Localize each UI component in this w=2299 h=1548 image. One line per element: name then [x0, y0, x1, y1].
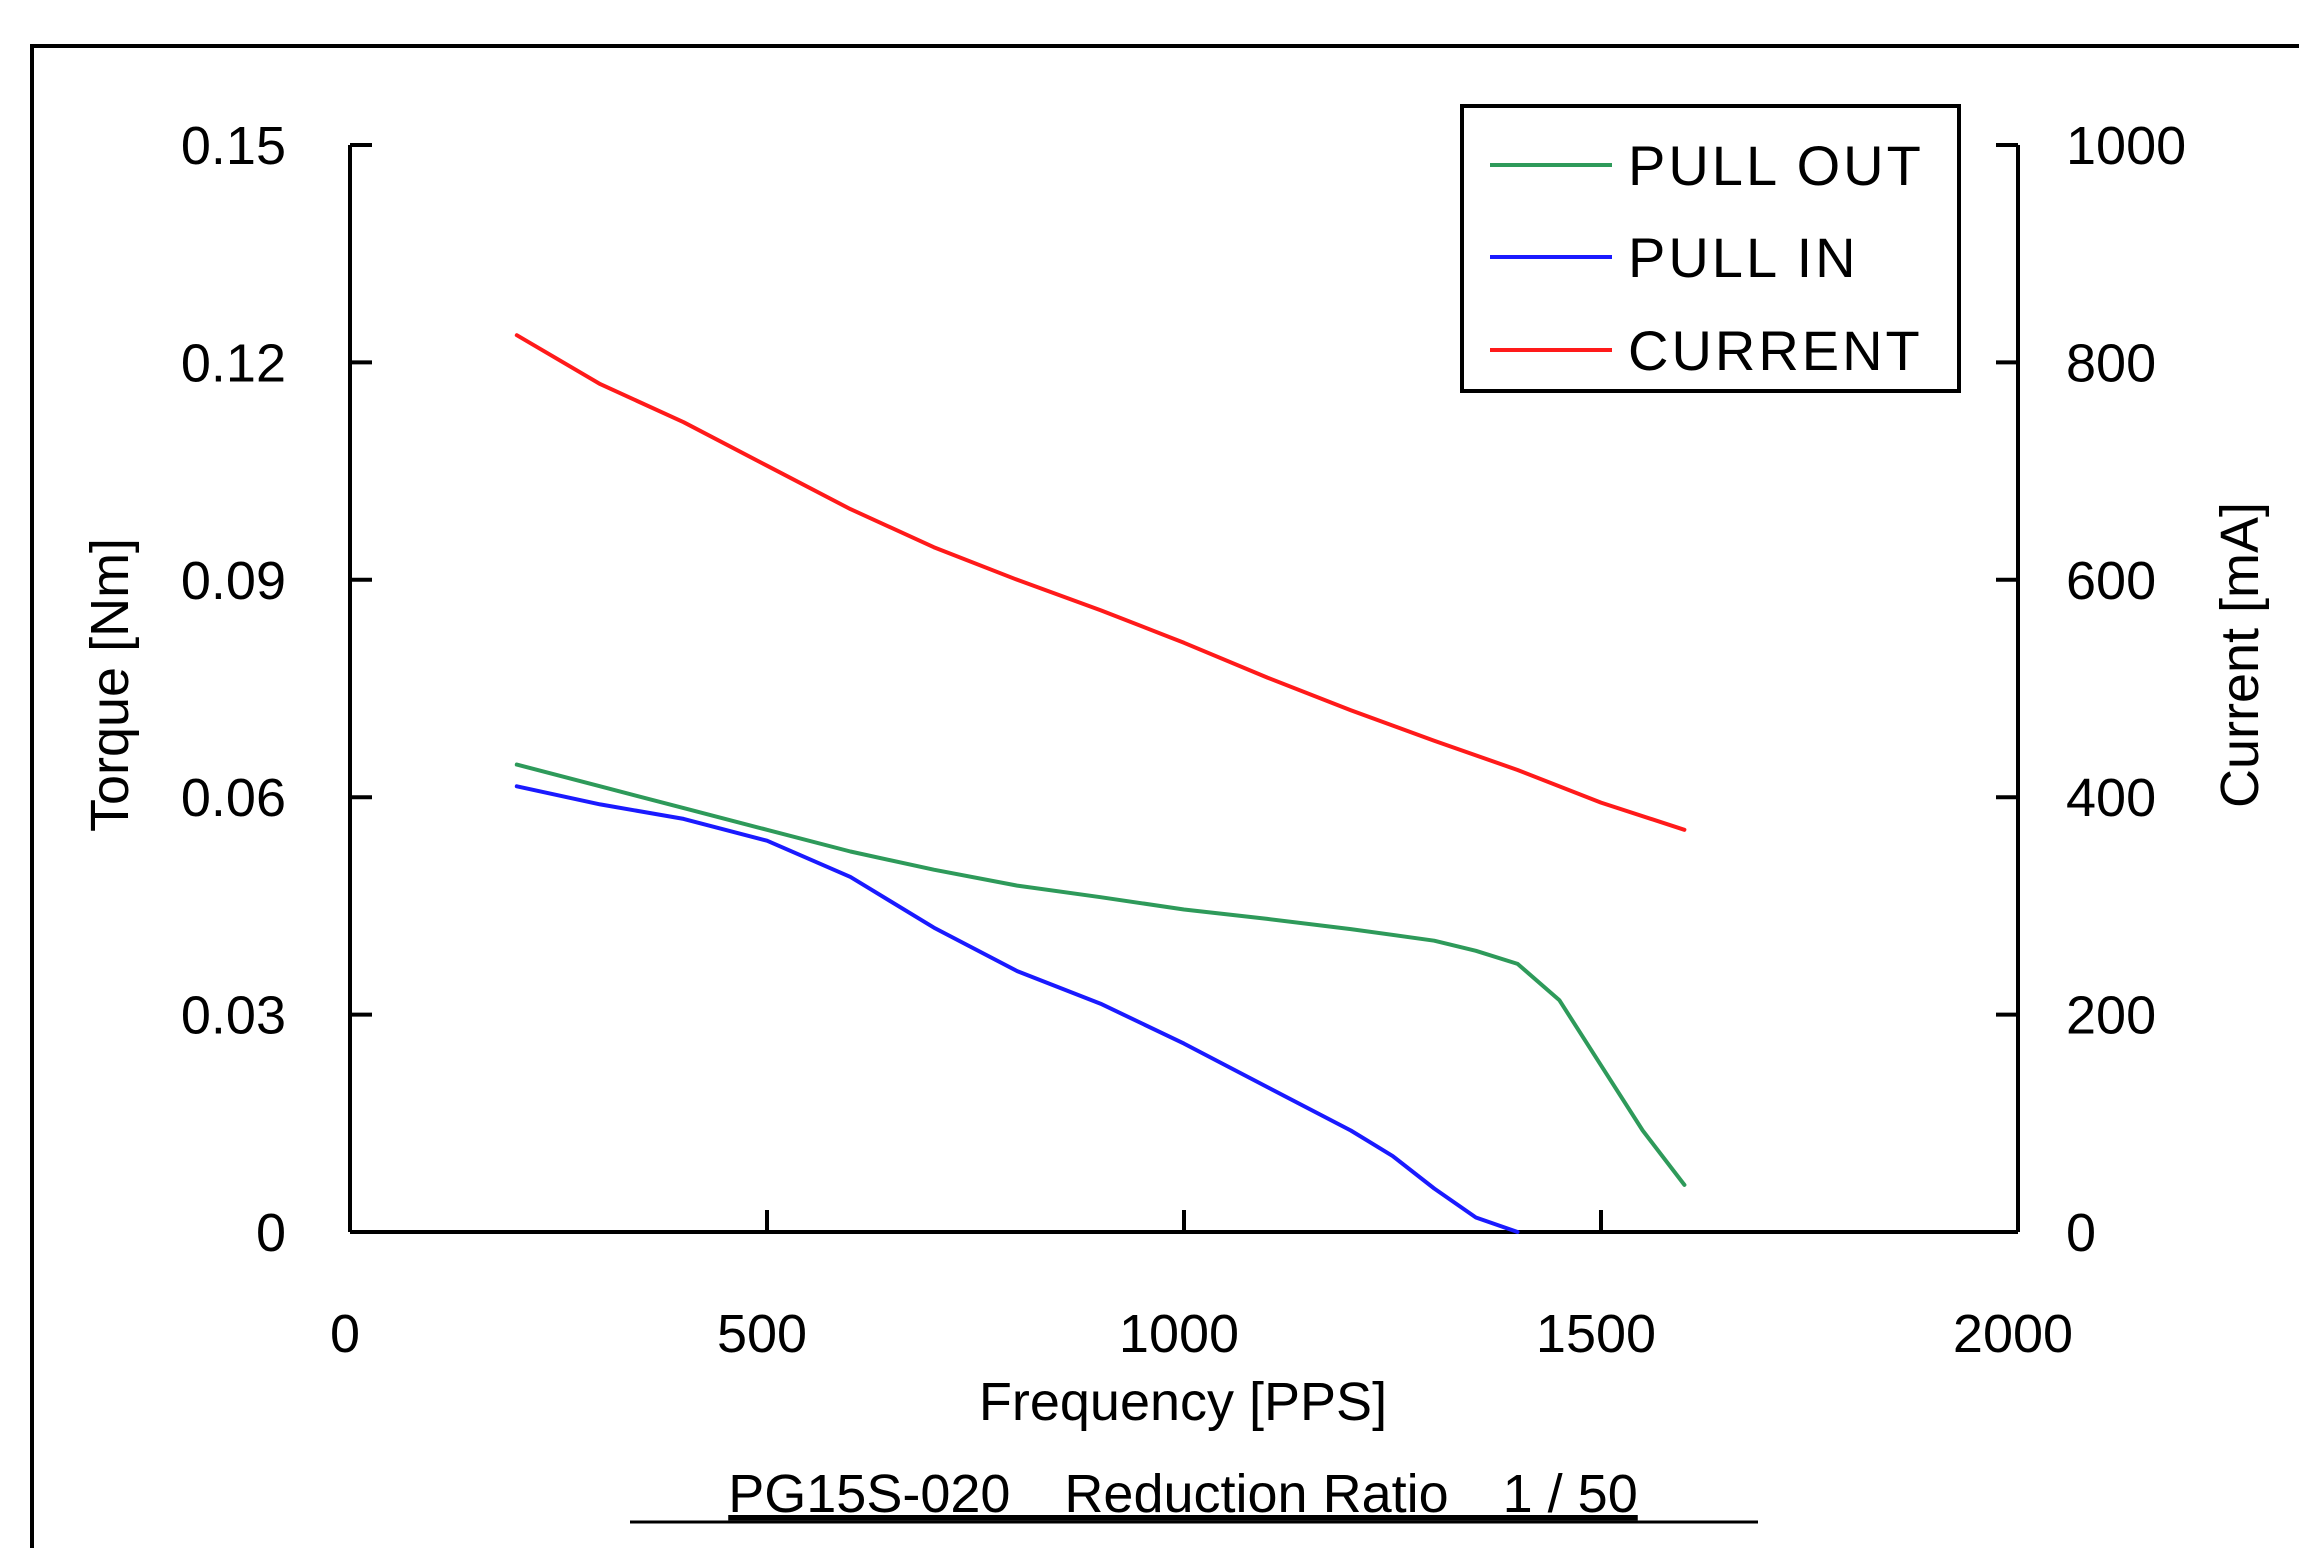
y-axis-title-left: Torque [Nm]	[80, 538, 140, 832]
x-tick-label: 500	[717, 1304, 807, 1364]
x-tick-label: 0	[330, 1304, 360, 1364]
y-right-tick-label: 200	[2066, 986, 2156, 1046]
y-left-tick-label: 0	[256, 1203, 286, 1263]
x-tick-label: 1500	[1536, 1304, 1656, 1364]
y-right-tick-label: 400	[2066, 768, 2156, 828]
x-tick-label: 1000	[1119, 1304, 1239, 1364]
axes	[348, 143, 2020, 1234]
y-left-tick-label: 0.06	[181, 768, 286, 828]
y-left-tick-label: 0.09	[181, 551, 286, 611]
labels-layer: 0 500 1000 1500 2000 0 0.03 0.06 0.09 0.12 0.15 0 20…	[181, 116, 2186, 1364]
legend-label-pull-out: PULL OUT	[1628, 134, 1924, 197]
y-right-tick-label: 600	[2066, 551, 2156, 611]
legend: PULL OUT PULL IN CURRENT	[1460, 104, 1961, 393]
x-axis-title: Frequency [PPS]	[979, 1372, 1387, 1432]
chart-caption: PG15S-020 Reduction Ratio 1 / 50	[728, 1464, 1638, 1524]
y-right-tick-label: 1000	[2066, 116, 2186, 176]
y-left-tick-label: 0.15	[181, 116, 286, 176]
series-line-pull-out	[514, 762, 1687, 1187]
series-line-current	[514, 333, 1687, 832]
series-line-pull-in	[514, 784, 1520, 1234]
y-right-tick-label: 800	[2066, 333, 2156, 393]
legend-box	[1460, 104, 1961, 393]
y-right-tick-label: 0	[2066, 1203, 2096, 1263]
series-layer	[514, 333, 1687, 1234]
legend-label-current: CURRENT	[1628, 319, 1923, 382]
y-left-tick-label: 0.12	[181, 333, 286, 393]
y-left-tick-label: 0.03	[181, 986, 286, 1046]
legend-label-pull-in: PULL IN	[1628, 226, 1859, 289]
x-tick-label: 2000	[1953, 1304, 2073, 1364]
y-axis-title-right: Current [mA]	[2210, 502, 2270, 808]
